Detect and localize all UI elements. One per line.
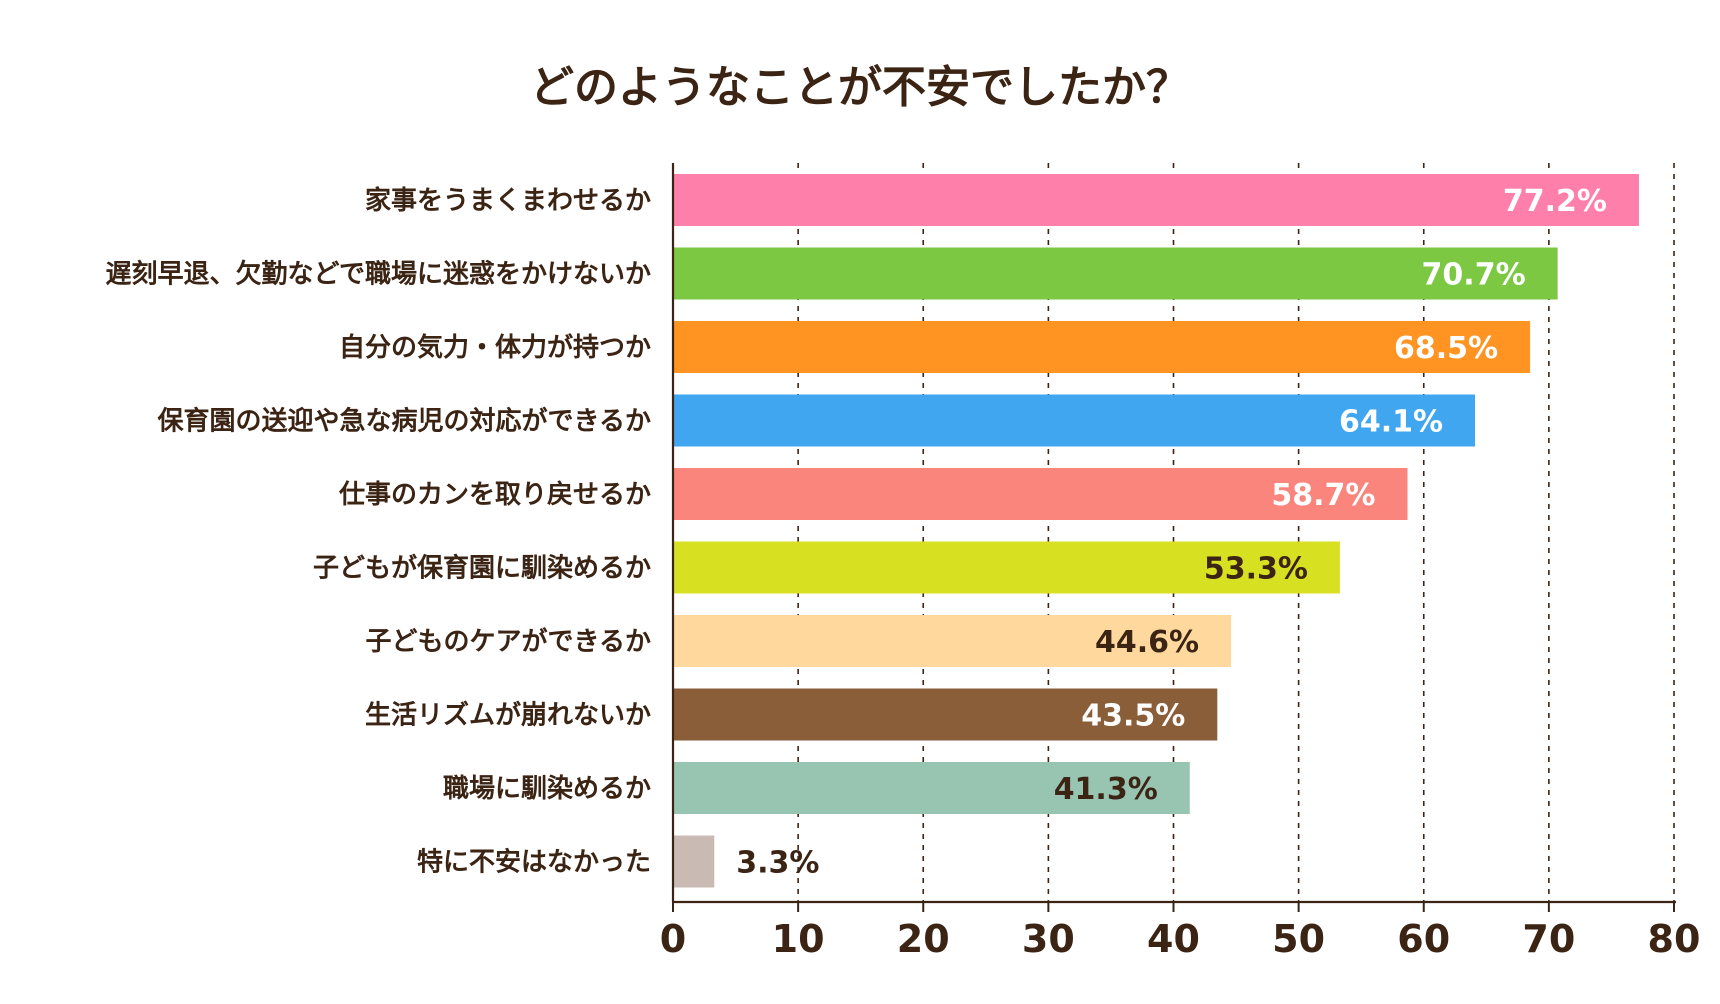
data-label: 64.1% — [1339, 405, 1443, 440]
bar — [673, 615, 1232, 667]
data-label: 58.7% — [1271, 478, 1375, 513]
bar — [673, 247, 1558, 300]
data-label: 41.3% — [1054, 772, 1158, 807]
x-tick-label: 0 — [660, 917, 686, 961]
x-tick-label: 60 — [1397, 917, 1450, 961]
category-label: 特に不安はなかった — [417, 847, 651, 878]
x-tick-label: 30 — [1022, 917, 1075, 961]
x-tick-label: 10 — [772, 917, 825, 961]
bar — [673, 541, 1340, 594]
bar — [673, 468, 1408, 520]
category-label: 職場に馴染めるか — [443, 774, 651, 804]
category-label: 保育園の送迎や急な病児の対応ができるか — [157, 406, 651, 437]
category-label: 家事をうまくまわせるか — [365, 185, 651, 216]
x-tick-label: 20 — [897, 917, 950, 961]
data-label: 43.5% — [1081, 699, 1185, 734]
data-label: 70.7% — [1422, 258, 1526, 293]
x-tick-label: 50 — [1272, 917, 1325, 961]
x-tick-label: 70 — [1522, 917, 1575, 961]
category-label: 生活リズムが崩れないか — [365, 700, 651, 731]
chart-title: どのようなことが不安でしたか？ — [530, 62, 1190, 113]
category-label: 自分の気力・体力が持つか — [339, 332, 651, 363]
category-label: 子どものケアができるか — [366, 626, 651, 657]
category-label: 仕事のカンを取り戻せるか — [338, 480, 651, 510]
data-label: 53.3% — [1204, 552, 1308, 587]
data-label: 44.6% — [1095, 625, 1199, 660]
data-label: 77.2% — [1503, 184, 1607, 219]
bar — [673, 321, 1531, 373]
category-label: 子どもが保育園に馴染めるか — [313, 553, 651, 584]
bar — [673, 394, 1476, 447]
bar — [673, 835, 715, 888]
bar — [673, 762, 1190, 814]
data-label: 3.3% — [736, 846, 819, 881]
data-label: 68.5% — [1394, 331, 1498, 366]
category-label: 遅刻早退、欠勤などで職場に迷惑をかけないか — [106, 259, 651, 290]
x-tick-label: 80 — [1648, 917, 1701, 961]
x-tick-label: 40 — [1147, 917, 1200, 961]
bar — [673, 174, 1639, 226]
bar — [673, 688, 1218, 741]
